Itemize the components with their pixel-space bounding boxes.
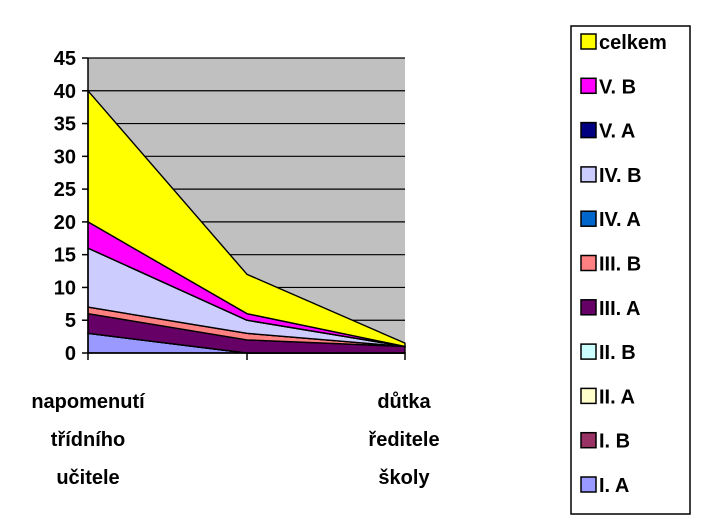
legend-label-iii-b: III. B: [599, 254, 641, 276]
legend-swatch-ii-b: [580, 343, 597, 360]
legend-swatch-iii-b: [580, 254, 597, 272]
y-tick-label: 20: [54, 212, 76, 234]
legend-swatch-v-b: [580, 77, 597, 95]
y-tick-label: 0: [65, 343, 76, 365]
x-category-label: ředitele: [368, 429, 439, 451]
legend-label-v-a: V. A: [599, 121, 635, 143]
x-axis: napomenutí třídního učitele důtka ředitele šk…: [31, 352, 440, 489]
y-tick-label: 25: [54, 179, 76, 201]
legend-label-celkem: celkem: [599, 32, 667, 54]
x-category-label: školy: [378, 467, 430, 489]
legend-swatch-i-b: [580, 431, 597, 449]
legend-label-iv-a: IV. A: [599, 209, 641, 231]
legend-label-v-b: V. B: [599, 76, 636, 98]
y-axis: 0 5 10 15 20 25 30 35 40 45: [54, 48, 89, 365]
legend-swatch-iv-a: [580, 210, 597, 227]
legend-swatch-celkem: [580, 33, 597, 50]
y-tick-label: 40: [54, 81, 76, 103]
y-tick-label: 15: [54, 245, 76, 267]
y-tick-label: 45: [54, 48, 76, 70]
x-category-label: napomenutí: [31, 391, 146, 413]
legend: celkem V. B V. A IV. B IV. A III. B III. A II. …: [570, 25, 691, 515]
legend-label-iv-b: IV. B: [599, 165, 642, 187]
x-category-label: třídního: [51, 429, 125, 451]
legend-label-i-b: I. B: [599, 431, 630, 453]
x-category-label: důtka: [377, 391, 431, 413]
legend-label-ii-b: II. B: [599, 342, 636, 364]
legend-label-i-a: I. A: [599, 475, 629, 497]
legend-swatch-ii-a: [580, 387, 597, 405]
y-tick-label: 35: [54, 114, 76, 136]
legend-swatch-v-a: [580, 121, 597, 139]
x-category-label: učitele: [56, 467, 119, 489]
legend-swatch-iii-a: [580, 299, 597, 316]
y-tick-label: 30: [54, 146, 76, 168]
legend-label-iii-a: III. A: [599, 298, 640, 320]
y-tick-label: 5: [65, 310, 76, 332]
legend-swatch-i-a: [580, 476, 597, 493]
legend-swatch-iv-b: [580, 166, 597, 183]
y-tick-label: 10: [54, 277, 76, 299]
plot-area: [87, 57, 406, 354]
legend-label-ii-a: II. A: [599, 386, 635, 408]
